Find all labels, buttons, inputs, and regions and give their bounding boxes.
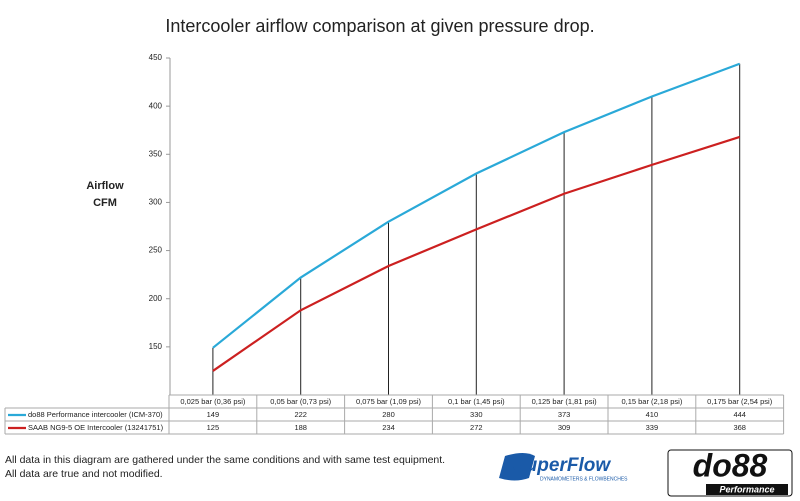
table-value: 373 bbox=[558, 410, 571, 419]
logo-subtext: DYNAMOMETERS & FLOWBENCHES bbox=[540, 476, 628, 482]
table-value: 410 bbox=[646, 410, 659, 419]
note: All data are true and not modified. bbox=[5, 468, 163, 480]
table-value: 339 bbox=[646, 423, 659, 432]
y-tick-label: 400 bbox=[149, 101, 163, 110]
table-value: 444 bbox=[733, 410, 746, 419]
do88-logo: do88 Performance bbox=[667, 447, 793, 497]
chart-title: Intercooler airflow comparison at given … bbox=[165, 16, 594, 36]
series-line bbox=[212, 62, 741, 349]
table-value: 280 bbox=[382, 410, 395, 419]
legend-label: SAAB NG9-5 OE Intercooler (13241751) bbox=[28, 423, 164, 432]
x-tick-label: 0,1 bar (1,45 psi) bbox=[448, 397, 505, 406]
logo-band bbox=[706, 484, 788, 495]
y-tick-label: 350 bbox=[149, 149, 163, 158]
x-tick-label: 0,025 bar (0,36 psi) bbox=[180, 397, 246, 406]
x-tick-label: 0,125 bar (1,81 psi) bbox=[532, 397, 598, 406]
logo-mark bbox=[499, 453, 535, 481]
x-tick-label: 0,175 bar (2,54 psi) bbox=[707, 397, 773, 406]
superflow-logo: SuperFlow DYNAMOMETERS & FLOWBENCHES bbox=[499, 453, 628, 482]
x-tick-label: 0,05 bar (0,73 psi) bbox=[270, 397, 331, 406]
y-tick-label: 250 bbox=[149, 246, 163, 255]
y-tick-label: 450 bbox=[149, 53, 163, 62]
table-value: 222 bbox=[294, 410, 307, 419]
logo-subtext: Performance bbox=[719, 484, 774, 494]
y-axis-label: CFM bbox=[93, 197, 117, 209]
y-tick-label: 300 bbox=[149, 198, 163, 207]
y-axis-label: Airflow bbox=[86, 180, 124, 192]
table-value: 330 bbox=[470, 410, 483, 419]
table-value: 309 bbox=[558, 423, 571, 432]
table-value: 149 bbox=[207, 410, 220, 419]
x-tick-label: 0,15 bar (2,18 psi) bbox=[621, 397, 682, 406]
table-value: 234 bbox=[382, 423, 395, 432]
table-value: 368 bbox=[733, 423, 746, 432]
logo-text: SuperFlow bbox=[513, 455, 611, 476]
table-value: 272 bbox=[470, 423, 483, 432]
logo-text: do88 bbox=[693, 447, 768, 483]
note: All data in this diagram are gathered un… bbox=[5, 454, 445, 466]
table-value: 188 bbox=[294, 423, 307, 432]
y-tick-label: 200 bbox=[149, 294, 163, 303]
y-tick-label: 150 bbox=[149, 342, 163, 351]
legend-label: do88 Performance intercooler (ICM-370) bbox=[28, 410, 163, 419]
series-line bbox=[212, 135, 741, 372]
table-value: 125 bbox=[207, 423, 220, 432]
x-tick-label: 0,075 bar (1,09 psi) bbox=[356, 397, 422, 406]
